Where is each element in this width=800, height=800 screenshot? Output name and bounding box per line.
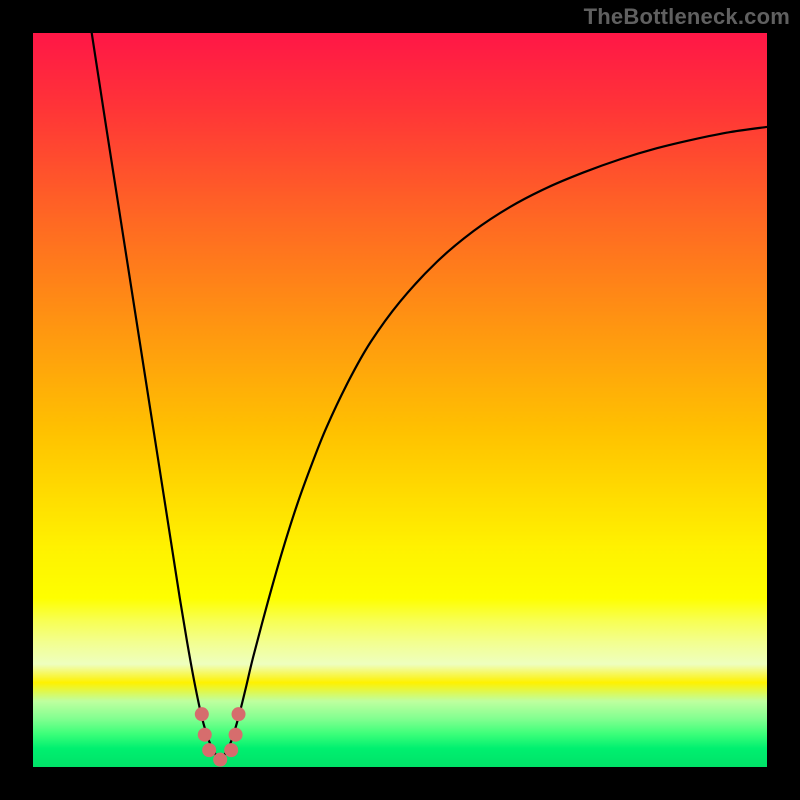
marker-dot	[198, 728, 212, 742]
marker-dot	[224, 743, 238, 757]
chart-frame: TheBottleneck.com	[0, 0, 800, 800]
marker-dot	[232, 707, 246, 721]
curve-left-branch	[92, 33, 220, 760]
marker-dot	[229, 728, 243, 742]
watermark-text: TheBottleneck.com	[584, 4, 790, 30]
curve-layer	[33, 33, 767, 767]
marker-dot	[202, 743, 216, 757]
marker-dot	[213, 753, 227, 767]
marker-dot	[195, 707, 209, 721]
curve-right-branch	[220, 127, 767, 760]
plot-area	[33, 33, 767, 767]
